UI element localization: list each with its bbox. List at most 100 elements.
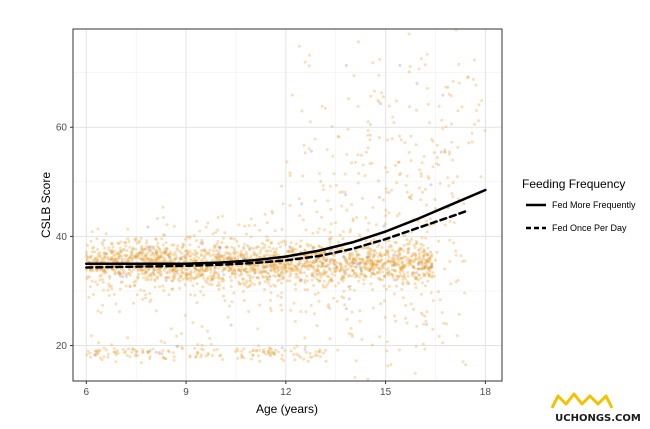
scatter-point — [342, 275, 346, 279]
scatter-point — [385, 250, 389, 254]
scatter-point — [284, 266, 288, 270]
scatter-point — [430, 263, 434, 266]
scatter-point — [387, 191, 391, 195]
scatter-point — [369, 259, 373, 263]
scatter-point — [402, 255, 406, 259]
scatter-point — [219, 255, 223, 259]
scatter-point — [194, 259, 198, 263]
scatter-point — [414, 254, 418, 258]
scatter-point — [397, 274, 400, 278]
scatter-point — [141, 350, 145, 354]
scatter-point — [475, 109, 478, 112]
scatter-point — [118, 270, 122, 274]
scatter-point — [168, 255, 172, 259]
scatter-point — [116, 252, 120, 256]
scatter-point — [379, 302, 383, 306]
scatter-point — [425, 259, 429, 263]
scatter-point — [303, 288, 307, 292]
scatter-point — [227, 268, 231, 272]
scatter-point — [316, 291, 320, 295]
scatter-point — [371, 259, 375, 263]
scatter-point — [366, 246, 370, 250]
scatter-point — [339, 262, 342, 266]
scatter-point — [339, 266, 343, 270]
scatter-point — [231, 257, 234, 260]
scatter-point — [214, 271, 218, 275]
scatter-point — [205, 281, 209, 285]
scatter-point — [357, 279, 361, 283]
scatter-point — [313, 199, 317, 203]
legend: Feeding Frequency Fed More Frequently Fe… — [522, 177, 636, 233]
scatter-point — [242, 269, 246, 273]
scatter-point — [281, 202, 285, 206]
scatter-point — [312, 261, 316, 264]
scatter-point — [425, 219, 428, 223]
scatter-point — [147, 259, 151, 263]
scatter-point — [280, 184, 283, 188]
scatter-point — [214, 231, 218, 235]
scatter-point — [140, 268, 144, 272]
scatter-point — [152, 272, 156, 276]
scatter-point — [220, 279, 224, 283]
scatter-point — [309, 304, 313, 307]
scatter-point — [316, 264, 320, 268]
scatter-point — [356, 153, 360, 157]
scatter-point — [423, 264, 427, 268]
scatter-point — [208, 267, 212, 271]
scatter-point — [425, 252, 429, 256]
scatter-point — [286, 262, 290, 266]
scatter-point — [416, 257, 420, 261]
scatter-point — [306, 288, 310, 292]
scatter-point — [135, 293, 139, 297]
scatter-point — [311, 247, 315, 251]
scatter-point — [130, 253, 133, 256]
scatter-point — [183, 314, 187, 317]
scatter-point — [470, 131, 474, 135]
scatter-point — [110, 250, 114, 253]
scatter-point — [109, 257, 113, 261]
scatter-point — [112, 350, 116, 354]
scatter-point — [149, 298, 153, 302]
scatter-point — [104, 252, 108, 255]
scatter-point — [361, 196, 365, 200]
scatter-point — [429, 265, 432, 269]
scatter-point — [211, 274, 215, 278]
scatter-point — [423, 63, 427, 67]
scatter-point — [317, 350, 321, 354]
scatter-point — [277, 253, 281, 257]
scatter-point — [340, 277, 344, 281]
scatter-point — [394, 269, 397, 273]
scatter-point — [280, 291, 284, 295]
scatter-point — [101, 243, 105, 247]
scatter-point — [159, 254, 163, 258]
scatter-point — [215, 284, 219, 288]
scatter-point — [293, 269, 297, 272]
scatter-point — [394, 274, 398, 278]
scatter-point — [363, 274, 366, 278]
scatter-point — [413, 257, 417, 261]
scatter-point — [420, 261, 424, 265]
scatter-point — [282, 267, 286, 271]
scatter-point — [149, 248, 153, 252]
scatter-point — [449, 282, 453, 286]
scatter-point — [206, 251, 210, 255]
scatter-point — [136, 275, 140, 279]
scatter-point — [379, 259, 383, 262]
scatter-point — [321, 283, 325, 287]
scatter-point — [205, 267, 209, 271]
scatter-point — [242, 299, 246, 302]
scatter-point — [363, 262, 367, 266]
scatter-point — [420, 161, 424, 165]
scatter-point — [278, 278, 281, 282]
scatter-point — [90, 250, 94, 254]
scatter-point — [102, 252, 106, 256]
scatter-point — [140, 257, 143, 260]
scatter-point — [129, 250, 133, 254]
scatter-point — [193, 276, 197, 280]
scatter-point — [384, 208, 388, 212]
scatter-point — [397, 263, 401, 267]
scatter-point — [199, 266, 203, 270]
scatter-point — [283, 262, 287, 266]
scatter-point — [394, 278, 398, 282]
scatter-point — [128, 255, 132, 259]
